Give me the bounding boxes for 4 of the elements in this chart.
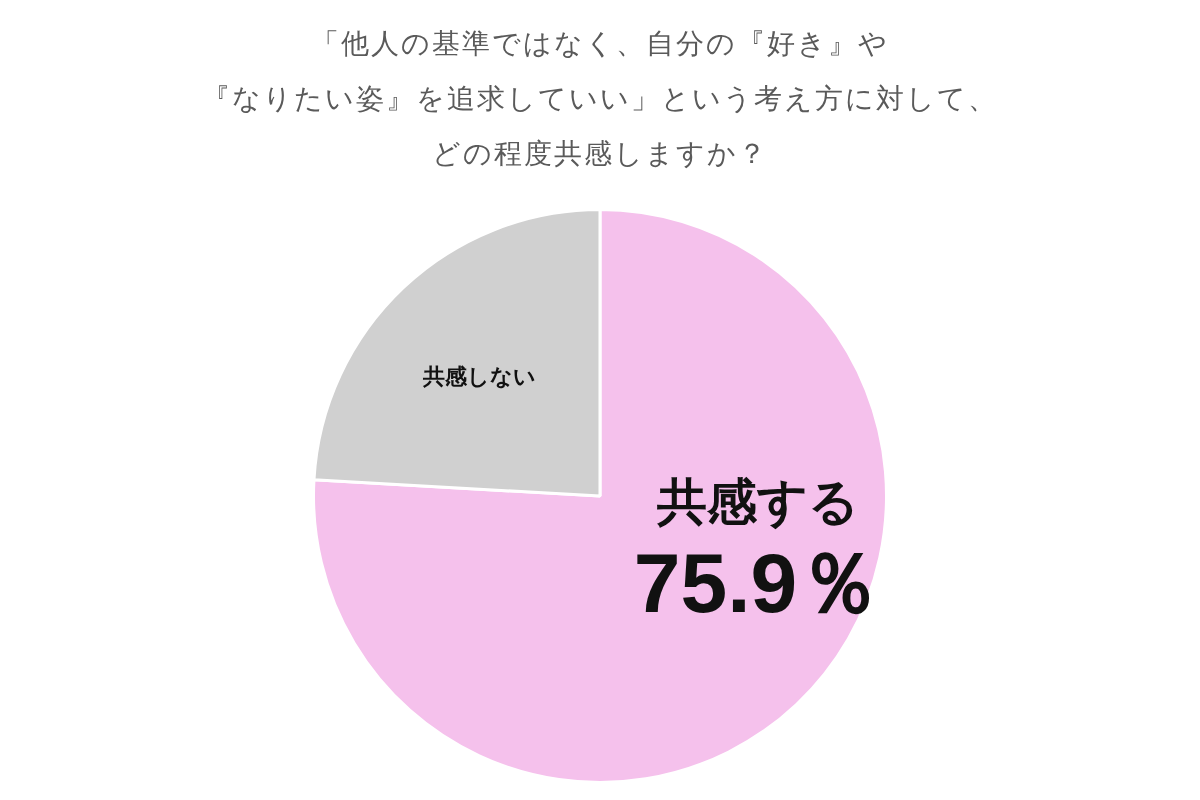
slice-label: 共感する: [655, 473, 859, 532]
slice-label: 共感しない: [422, 364, 537, 390]
data-label: 75.9％: [633, 535, 882, 630]
chart-title: 「他人の基準ではなく、自分の『好き』や『なりたい姿』を追求していい」という考え方に対して、どの程度共感しますか？: [201, 26, 999, 172]
